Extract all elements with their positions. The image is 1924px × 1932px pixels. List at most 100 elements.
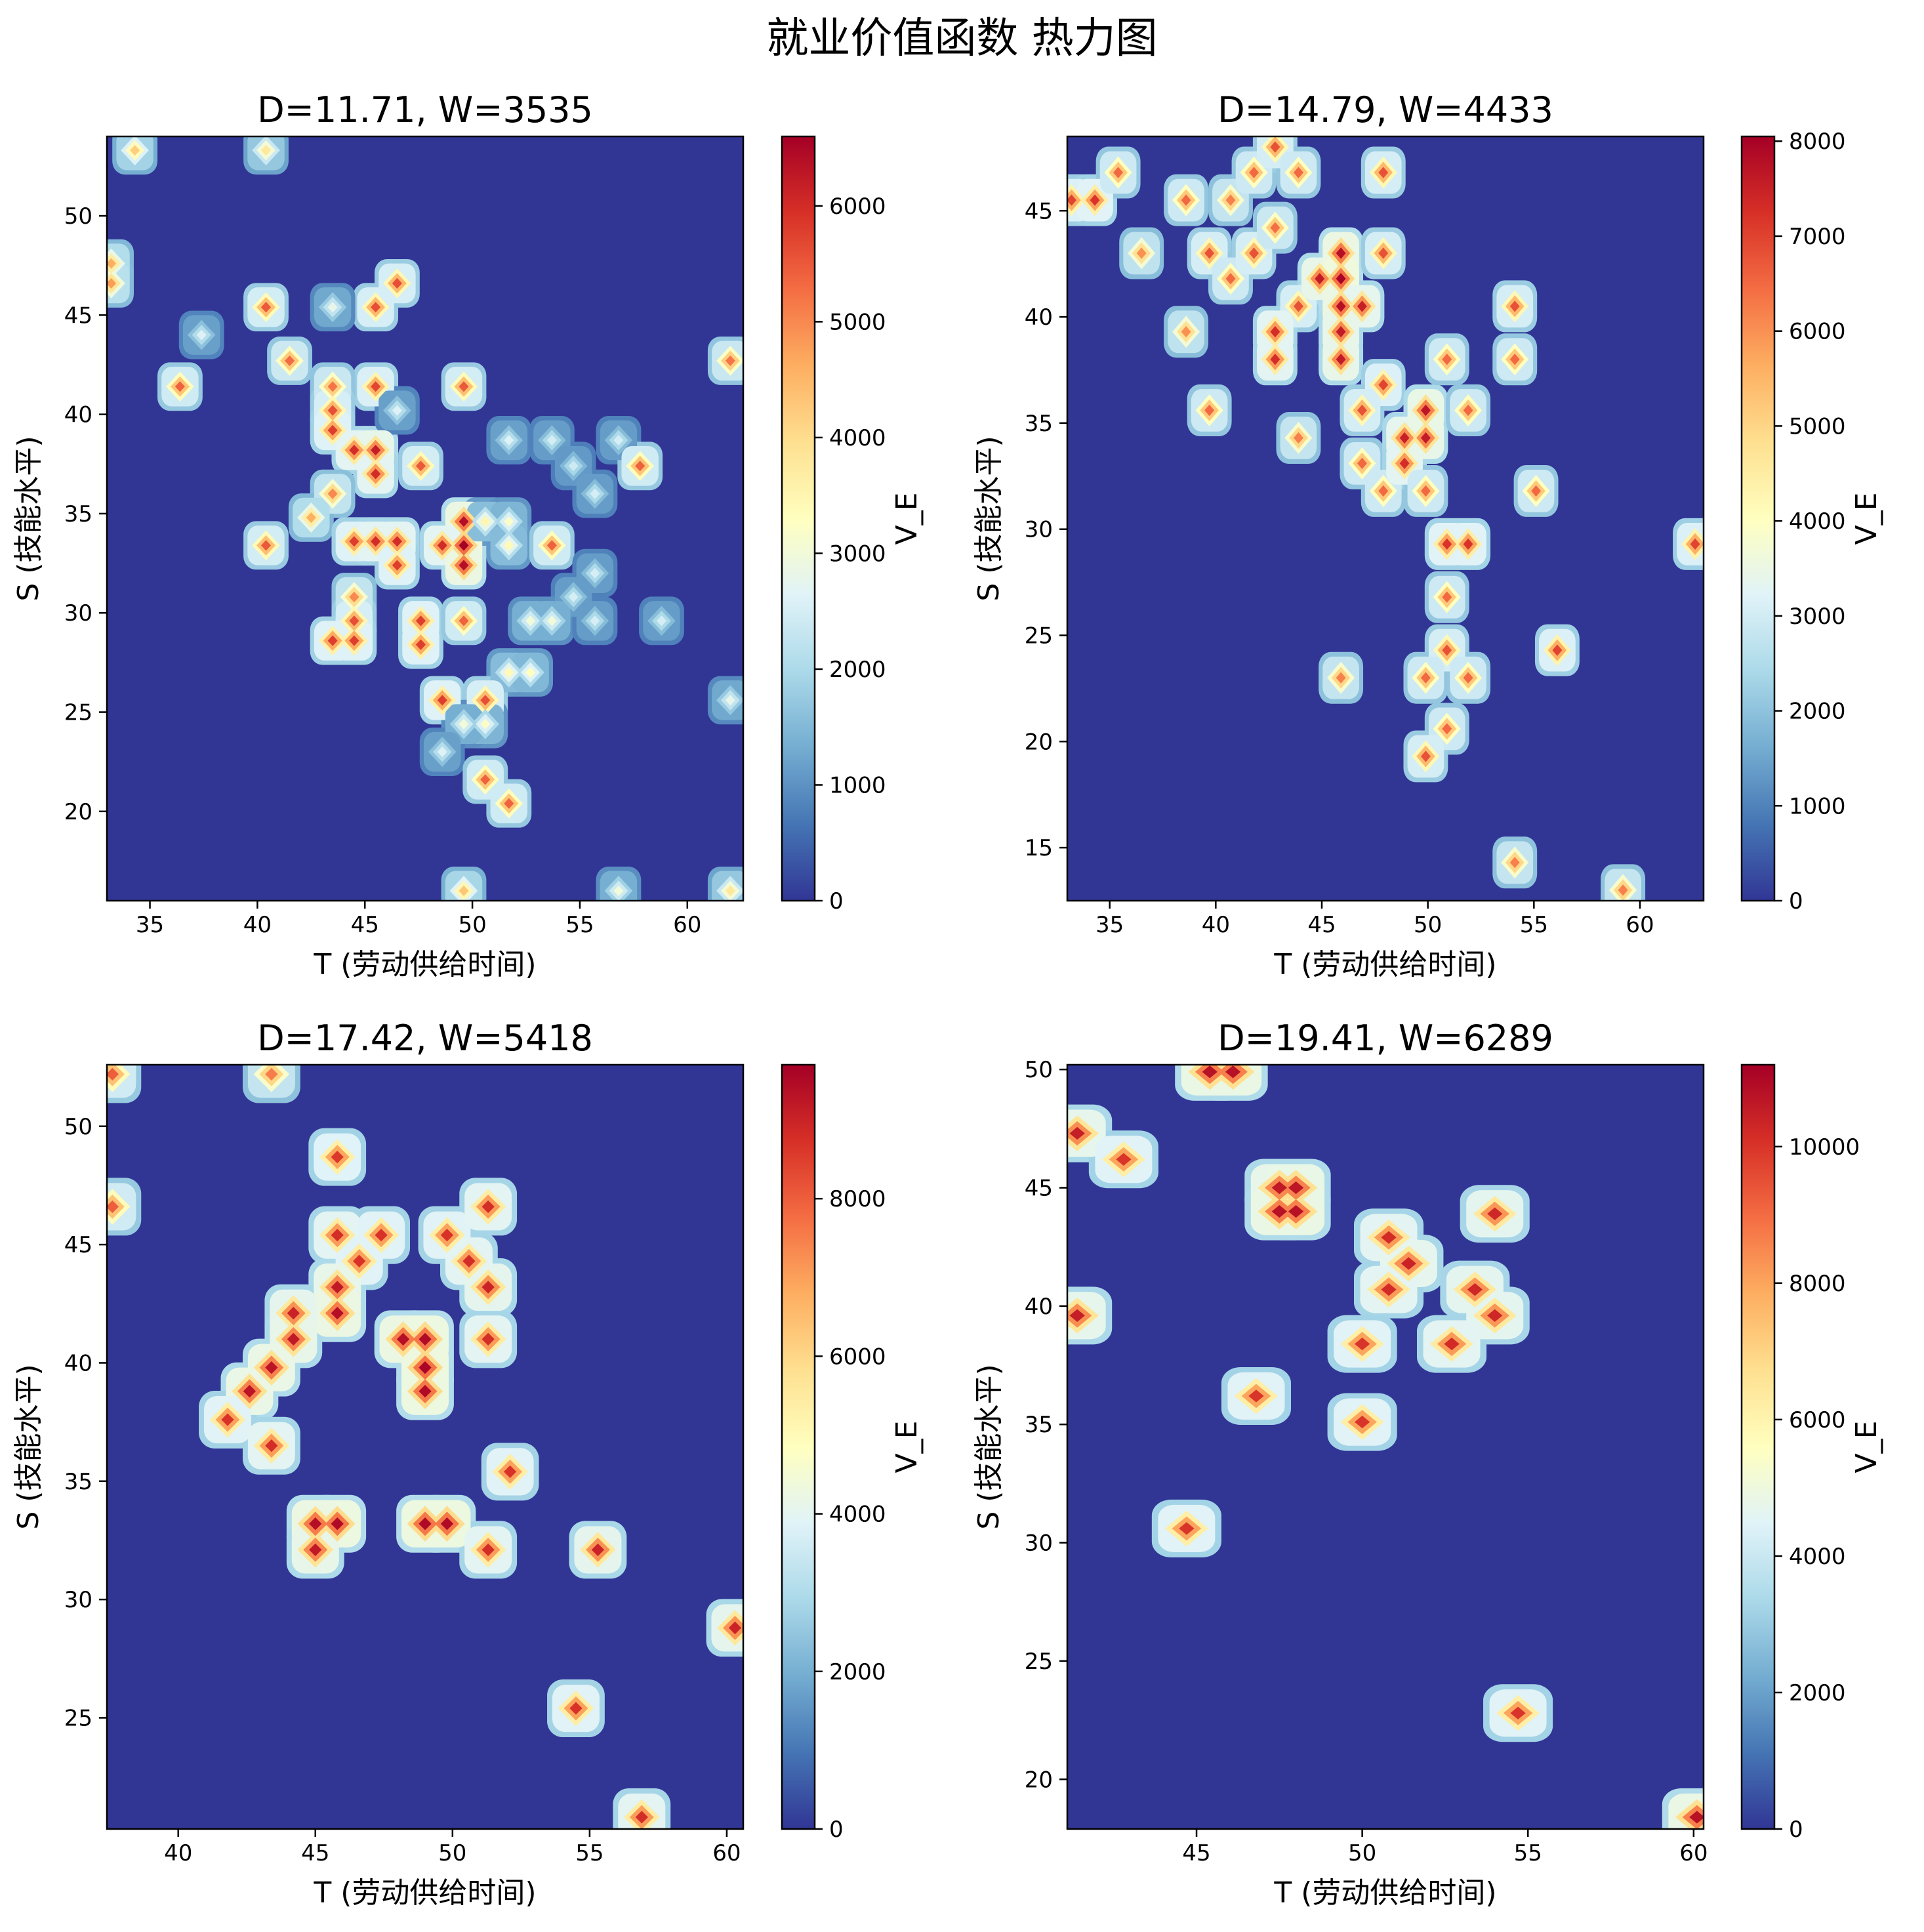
heatmap-panel-3: 40 45 50 55 60 25 30 35 40 45 50 D=17.42, W=5418 T (… [12,1017,924,1910]
heatmap-cell [590,488,600,499]
heatmap-cell [1378,485,1389,497]
heatmap-cell [196,329,207,340]
heatmap-cell [1442,644,1452,656]
heatmap-cell [419,1385,432,1398]
heatmap-cell [1467,1283,1483,1296]
heatmap-cell [1248,1389,1264,1403]
heatmap-cell [1067,194,1076,206]
heatmap-cell [1202,1065,1218,1079]
colorbar [1740,1063,1776,1830]
heatmap-cell [392,277,402,289]
heatmap-cell [352,1254,366,1268]
x-tick-label: 55 [1520,912,1548,938]
x-axis-label: T (劳动供给时间) [313,948,536,981]
x-tick-label: 45 [1307,912,1336,938]
heatmap-cell [725,355,735,367]
heatmap-cell [1136,247,1147,259]
heatmap-cell [568,591,579,603]
heatmap-cell [415,615,426,627]
heatmap-cell [1315,273,1325,285]
x-tick-label: 35 [1095,912,1124,938]
heatmap-cell [371,536,381,547]
heatmap-cell [437,695,447,706]
heatmap-cell [1487,1309,1503,1323]
heatmap-cell [1552,644,1563,656]
heatmap-cell [327,488,338,499]
y-tick-label: 35 [1025,411,1053,437]
heatmap-cell [284,355,295,367]
heatmap-cell [1069,1126,1085,1140]
heatmap-cell [419,1517,432,1531]
heatmap-cell [1336,247,1346,259]
heatmap-cell [371,302,381,313]
heatmap-cell [107,1067,119,1081]
heatmap-cell [590,567,600,579]
heatmap-cell [459,540,469,551]
heatmap-cell [656,615,667,627]
heatmap-cell [459,560,469,571]
heatmap-cell [440,1229,454,1242]
panel-title: D=11.71, W=3535 [257,89,593,131]
heatmap-cell [1420,404,1431,417]
x-tick-label: 50 [458,912,486,938]
colorbar-tick-label: 7000 [1789,224,1846,250]
heatmap-cell [349,444,359,456]
heatmap-cell [1288,1181,1304,1195]
heatmap-cell [419,1332,432,1346]
heatmap-cell [525,615,536,627]
heatmap-cells [1067,136,1704,901]
heatmap-cell [504,798,514,809]
y-tick-label: 45 [64,1232,92,1258]
y-axis-label: S (技能水平) [972,1364,1006,1529]
heatmap-cell [1204,247,1215,259]
heatmap-cell [1270,354,1280,365]
colorbar-label: V_E [1850,1421,1883,1473]
colorbar-tick-label: 8000 [1789,129,1846,155]
heatmap-cell [459,516,469,527]
colorbar-tick-label: 1000 [1789,793,1846,819]
heatmap-cell [306,512,316,524]
heatmap-cell [265,1439,278,1452]
colorbar-tick-label: 3000 [829,541,886,567]
heatmap-cell [221,1413,234,1426]
x-axis-label: T (劳动供给时间) [1273,1876,1496,1910]
heatmap-cell [591,1543,605,1557]
colorbar-label: V_E [890,493,924,545]
y-tick-label: 30 [1025,517,1053,543]
heatmap-cell [1689,1811,1704,1824]
heatmap-cell [1271,1204,1288,1218]
panel-title: D=14.79, W=4433 [1218,89,1553,131]
heatmap-cell [568,461,579,472]
colorbar-tick-label: 5000 [1789,413,1846,440]
heatmap-cell [481,1332,495,1346]
heatmap-cell [1378,247,1389,259]
heatmap-cell [260,540,272,551]
heatmap-cell [327,405,338,416]
heatmap-cell [1463,404,1473,417]
x-tick-label: 60 [1679,1840,1708,1866]
colorbar-tick-label: 10000 [1789,1134,1860,1161]
heatmap-cell [243,1385,256,1398]
heatmap-cell [459,381,469,392]
heatmap-cell [437,746,447,758]
heatmap-cell [459,718,469,730]
colorbar-tick-label: 6000 [1789,319,1846,345]
heatmap-cell [1420,672,1431,684]
colorbar-tick-label: 8000 [1789,1271,1846,1297]
y-tick-label: 35 [1025,1412,1053,1438]
colorbar-tick-label: 4000 [829,1502,886,1528]
heatmap-cell [1487,1207,1503,1220]
y-tick-label: 35 [64,501,92,527]
heatmap-cells [107,1065,743,1829]
heatmap-cell [1463,672,1473,684]
heatmap-panel-2: 35 40 45 50 55 60 15 20 25 30 35 40 45 D=14.79, W=443… [972,89,1883,981]
heatmap-cell [481,1543,495,1557]
y-tick-label: 30 [1025,1531,1053,1557]
heatmap-cell [1225,1065,1241,1079]
heatmap-cell [1270,326,1280,338]
heatmap-cell [396,1332,410,1346]
heatmap-cell [1225,194,1236,206]
heatmap-cell [546,540,557,551]
heatmap-cell [525,667,536,678]
